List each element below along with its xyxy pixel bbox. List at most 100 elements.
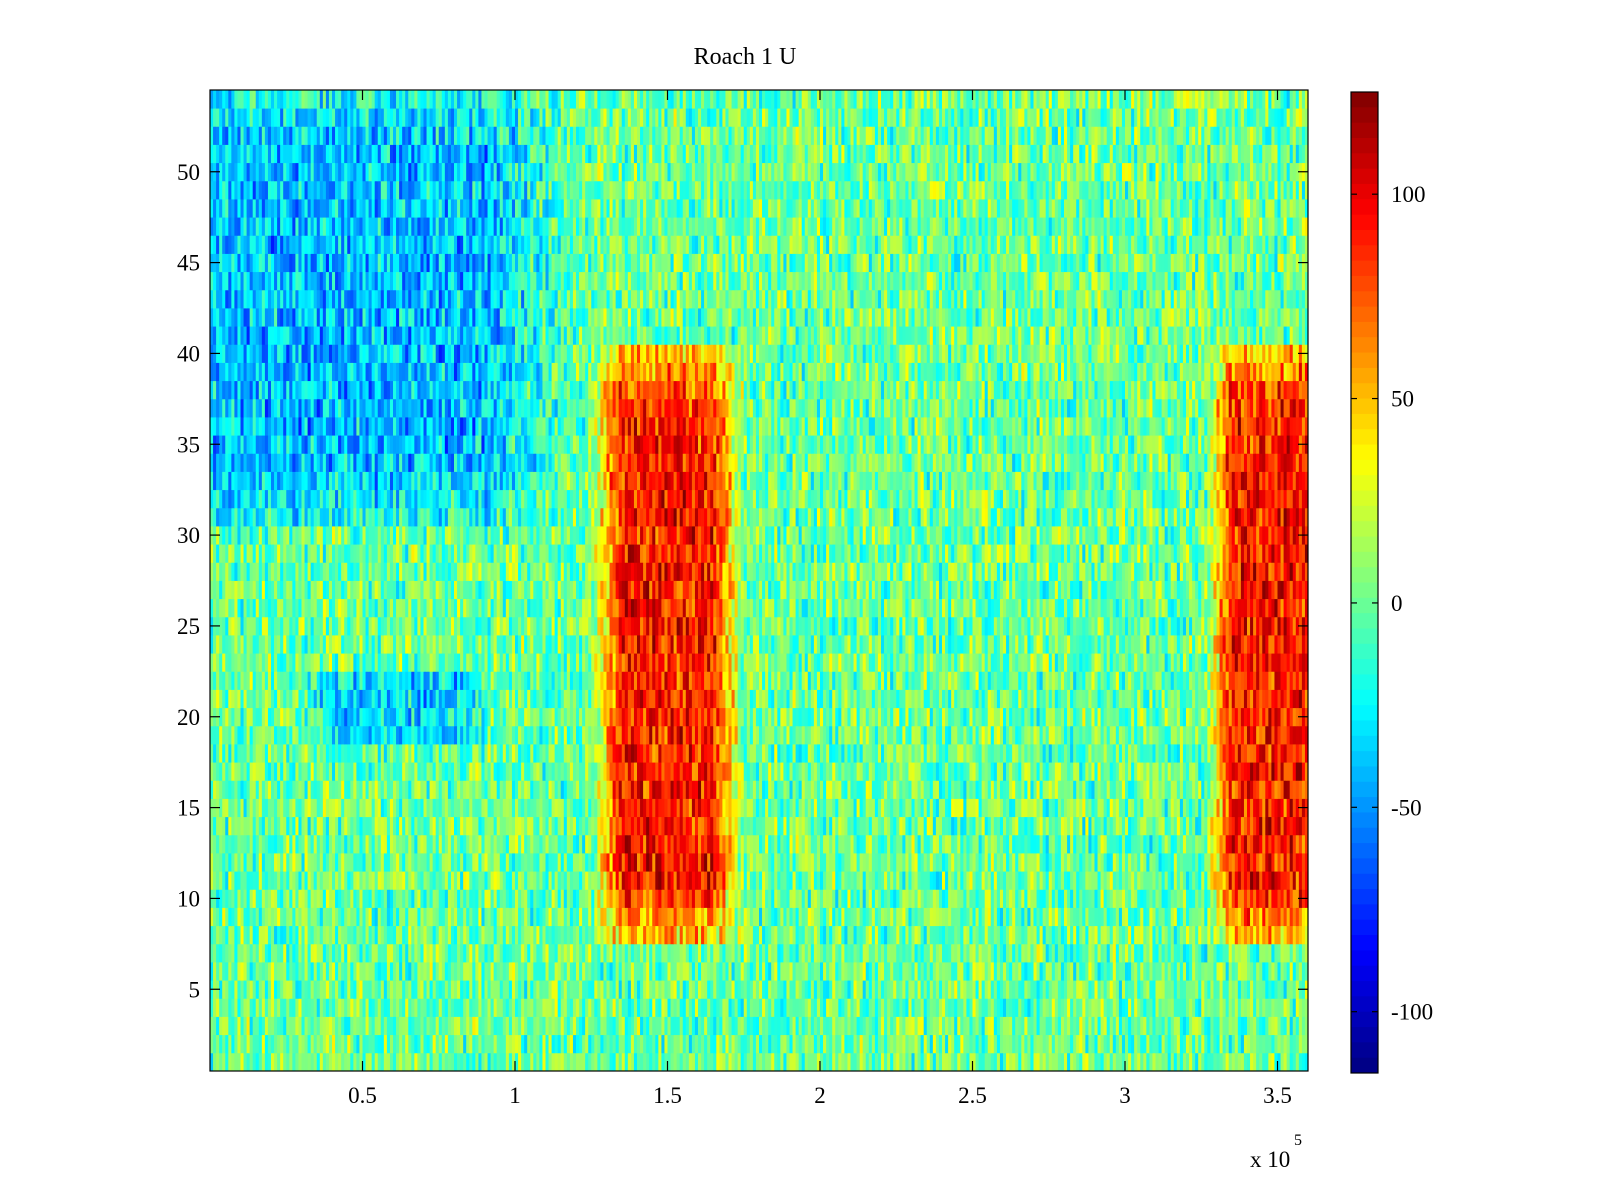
heatmap-cell [1042, 1052, 1047, 1072]
heatmap-cell [393, 998, 397, 1017]
heatmap-cell [237, 871, 241, 890]
heatmap-cell [643, 834, 647, 854]
heatmap-cell [841, 1034, 845, 1054]
heatmap-cell [975, 1016, 979, 1036]
heatmap-cell [1277, 889, 1281, 908]
heatmap-cell [688, 1034, 693, 1054]
heatmap-cell [1253, 943, 1257, 963]
heatmap-cell [1036, 980, 1040, 999]
heatmap-cell [1219, 962, 1223, 981]
heatmap-cell [594, 834, 598, 854]
heatmap-cell [911, 962, 915, 981]
heatmap-cell [280, 998, 284, 1017]
heatmap-cell [1262, 1016, 1266, 1036]
heatmap-cell [707, 943, 711, 963]
heatmap-cell [1192, 998, 1196, 1017]
heatmap-cell [746, 925, 751, 945]
heatmap-cell [780, 998, 784, 1017]
heatmap-cell [691, 980, 696, 999]
heatmap-cell [1176, 853, 1181, 872]
heatmap-cell [1259, 998, 1263, 1017]
heatmap-cell [984, 834, 989, 854]
heatmap-cell [359, 943, 363, 963]
heatmap-cell [328, 834, 333, 854]
heatmap-cell [527, 943, 531, 963]
heatmap-cell [1289, 871, 1294, 890]
heatmap-cell [511, 853, 516, 872]
heatmap-cell [1201, 925, 1205, 945]
heatmap-cell [444, 907, 449, 927]
heatmap-cell [1216, 889, 1220, 908]
heatmap-cell [978, 1034, 983, 1054]
heatmap-cell [475, 1016, 479, 1036]
heatmap-cell [887, 925, 891, 945]
heatmap-cell [850, 1016, 854, 1036]
heatmap-cell [1091, 834, 1095, 854]
heatmap-cell [228, 889, 232, 908]
heatmap-cell [563, 925, 568, 945]
heatmap-cell [972, 1016, 976, 1036]
heatmap-cell [301, 853, 305, 872]
heatmap-cell [926, 889, 931, 908]
heatmap-cell [765, 1052, 769, 1072]
heatmap-cell [1280, 871, 1284, 890]
heatmap-cell [682, 1052, 687, 1072]
heatmap-cell [1039, 962, 1044, 981]
heatmap-cell [594, 889, 598, 908]
heatmap-cell [371, 1052, 376, 1072]
heatmap-cell [951, 1016, 955, 1036]
heatmap-cell [322, 980, 327, 999]
heatmap-cell [1128, 907, 1132, 927]
heatmap-cell [1131, 962, 1135, 981]
heatmap-cell [804, 943, 809, 963]
heatmap-cell [716, 1016, 720, 1036]
heatmap-cell [1094, 925, 1098, 945]
heatmap-cell [222, 871, 226, 890]
heatmap-cell [472, 889, 476, 908]
heatmap-cell [380, 1034, 385, 1054]
heatmap-cell [957, 925, 961, 945]
heatmap-cell [591, 1052, 595, 1072]
heatmap-cell [627, 925, 632, 945]
heatmap-cell [255, 907, 260, 927]
heatmap-cell [975, 816, 979, 836]
heatmap-cell [829, 834, 833, 854]
heatmap-cell [490, 871, 495, 890]
heatmap-cell [502, 998, 507, 1017]
heatmap-cell [359, 889, 363, 908]
heatmap-cell [917, 816, 922, 836]
heatmap-cell [688, 943, 693, 963]
heatmap-cell [786, 853, 790, 872]
heatmap-cell [292, 853, 296, 872]
heatmap-cell [624, 1016, 629, 1036]
heatmap-cell [478, 853, 482, 872]
heatmap-cell [472, 871, 476, 890]
heatmap-cell [1216, 907, 1220, 927]
heatmap-cell [853, 816, 857, 836]
heatmap-cell [454, 889, 458, 908]
heatmap-cell [713, 962, 717, 981]
heatmap-cell [1103, 1034, 1108, 1054]
heatmap-cell [1179, 834, 1184, 854]
heatmap-cell [435, 871, 440, 890]
heatmap-cell [649, 907, 653, 927]
heatmap-cell [887, 907, 891, 927]
heatmap-cell [1222, 980, 1227, 999]
heatmap-cell [905, 871, 909, 890]
heatmap-cell [725, 1016, 729, 1036]
heatmap-cell [862, 853, 867, 872]
heatmap-cell [356, 1034, 360, 1054]
heatmap-cell [426, 1052, 430, 1072]
heatmap-cell [518, 834, 522, 854]
heatmap-cell [444, 1052, 449, 1072]
heatmap-cell [993, 816, 998, 836]
heatmap-cell [884, 889, 888, 908]
heatmap-cell [591, 1016, 595, 1036]
heatmap-cell [1167, 980, 1172, 999]
heatmap-cell [1121, 853, 1126, 872]
heatmap-cell [847, 853, 851, 872]
heatmap-cell [981, 943, 986, 963]
heatmap-cell [612, 834, 617, 854]
heatmap-cell [1091, 871, 1095, 890]
heatmap-cell [820, 871, 824, 890]
